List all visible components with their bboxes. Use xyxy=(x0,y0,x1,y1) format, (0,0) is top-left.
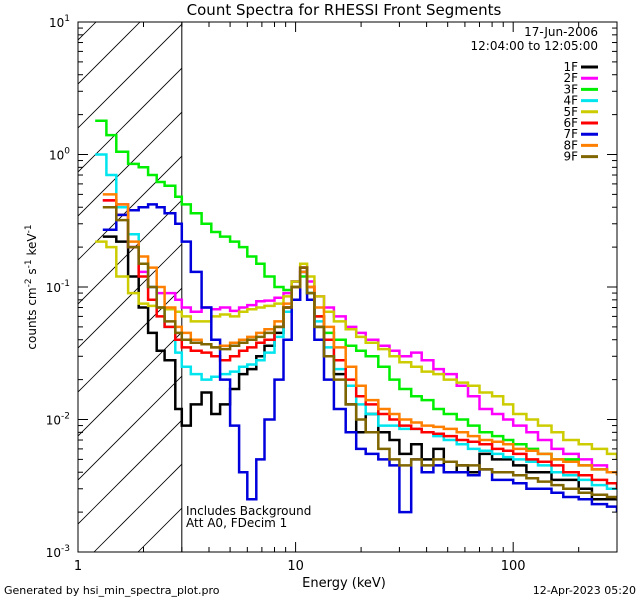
background-note: Includes Background xyxy=(186,504,311,518)
x-tick-label: 1 xyxy=(74,559,82,574)
y-tick-label: 100 xyxy=(49,147,70,163)
hatch-line xyxy=(78,331,182,437)
x-tick-label: 10 xyxy=(287,559,304,574)
y-axis-label: counts cm-2 s-1 keV-1 xyxy=(24,224,39,349)
series-8F xyxy=(102,193,617,476)
hatch-line xyxy=(78,111,182,217)
legend-label-9F: 9F xyxy=(563,150,578,164)
legend-label-7F: 7F xyxy=(563,127,578,141)
hatched-region xyxy=(0,0,640,552)
series-group xyxy=(95,119,617,514)
series-6F xyxy=(102,199,617,489)
y-tick-label: 10-1 xyxy=(46,279,70,295)
hatch-line xyxy=(78,155,182,261)
hatch-line xyxy=(78,22,141,85)
legend-label-6F: 6F xyxy=(563,116,578,130)
axes: 1 10 100 10-3 10-2 10-1 100 101 xyxy=(46,14,618,574)
series-9F xyxy=(102,205,617,500)
series-4F xyxy=(95,153,617,491)
series-5F xyxy=(95,240,617,460)
x-axis-label: Energy (keV) xyxy=(302,576,386,591)
legend-label-2F: 2F xyxy=(563,71,578,85)
chart-title: Count Spectra for RHESSI Front Segments xyxy=(187,1,502,19)
hatch-line xyxy=(78,419,182,525)
hatch-line xyxy=(78,23,182,129)
hatch-line xyxy=(0,0,78,552)
hatch-line xyxy=(0,0,122,552)
hatch-line xyxy=(270,0,640,552)
hatch-line xyxy=(78,375,182,481)
series-7F xyxy=(102,203,617,514)
footer-datetime: 12-Apr-2023 05:20 xyxy=(533,584,636,597)
hatch-line xyxy=(78,243,182,349)
date-annotation: 17-Jun-2006 xyxy=(524,25,598,39)
series-1F xyxy=(102,235,617,501)
hatch-lines xyxy=(0,0,640,552)
hatch-line xyxy=(78,199,182,305)
x-tick-label: 100 xyxy=(501,559,526,574)
legend-label-1F: 1F xyxy=(563,60,578,74)
y-tick-label: 10-3 xyxy=(46,544,70,560)
time-range-annotation: 12:04:00 to 12:05:00 xyxy=(471,39,598,53)
legend-label-3F: 3F xyxy=(563,82,578,96)
footer-generated: Generated by hsi_min_spectra_plot.pro xyxy=(4,584,220,597)
hatch-line xyxy=(93,463,182,552)
attenuator-note: Att A0, FDecim 1 xyxy=(186,516,287,530)
legend-label-5F: 5F xyxy=(563,105,578,119)
legend-label-8F: 8F xyxy=(563,138,578,152)
y-tick-label: 101 xyxy=(49,14,70,30)
y-tick-label: 10-2 xyxy=(46,412,70,428)
legend-label-4F: 4F xyxy=(563,94,578,108)
